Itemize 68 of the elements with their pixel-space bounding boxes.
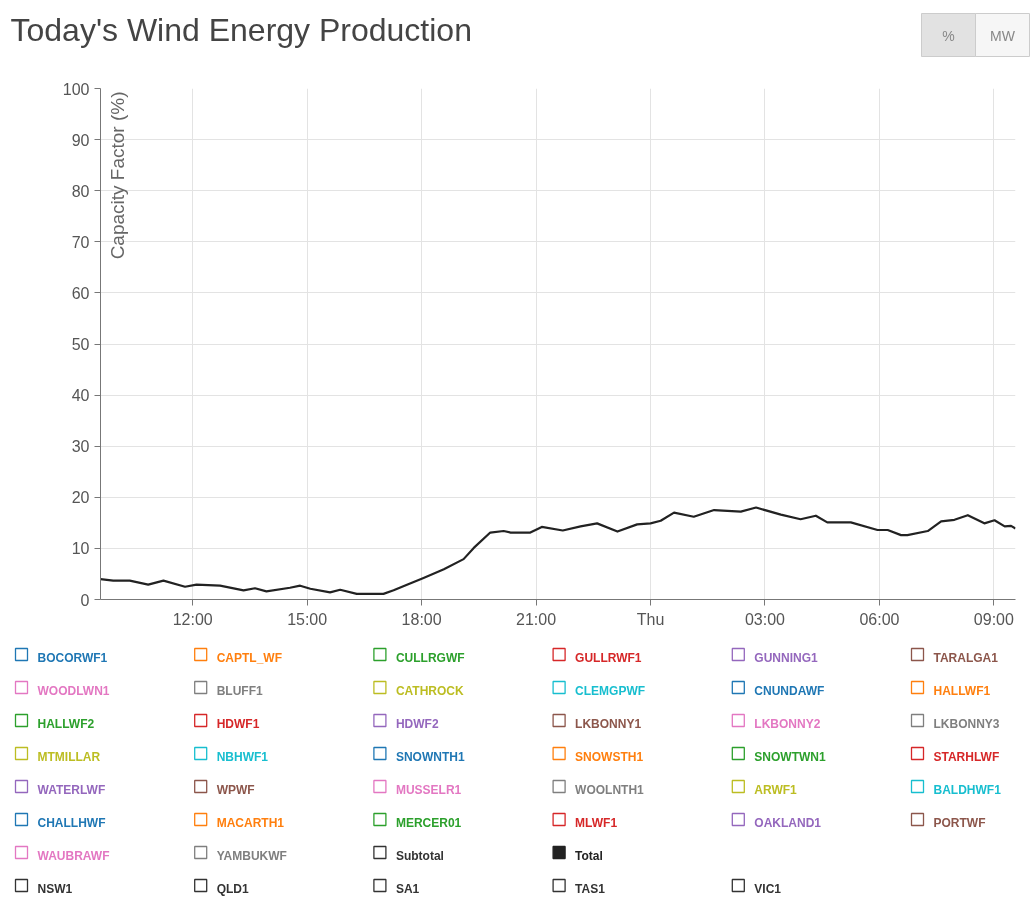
legend-label: CULLRGWF (395, 650, 465, 665)
x-tick-label: 21:00 (516, 610, 557, 628)
legend-label: CNUNDAWF (754, 683, 825, 698)
legend-label: STARHLWF (933, 749, 1000, 764)
legend-label: HALLWF1 (933, 683, 991, 698)
x-tick-label: 03:00 (744, 610, 786, 628)
y-tick-label: 20 (71, 489, 90, 507)
legend-label: HALLWF2 (37, 716, 95, 731)
legend-label: WAUBRAWF (37, 848, 110, 863)
legend-label: WATERLWF (37, 782, 106, 797)
legend-label: SNOWNTH1 (395, 749, 465, 764)
legend-label: WPWF (216, 782, 255, 797)
x-tick-label: 06:00 (859, 610, 900, 628)
legend-label: Total (575, 848, 603, 863)
legend-label: MTMILLAR (37, 749, 101, 764)
y-tick-label: 10 (71, 540, 90, 558)
text: % (942, 27, 955, 44)
x-tick-label: 15:00 (287, 610, 328, 628)
legend-label: LKBONNY2 (754, 716, 821, 731)
legend-label: GUNNING1 (754, 650, 818, 665)
legend-label: HDWF2 (395, 716, 439, 731)
legend-label: CLEMGPWF (575, 683, 646, 698)
legend-label: HDWF1 (216, 716, 260, 731)
legend-label: OAKLAND1 (754, 815, 822, 830)
legend-label: ARWF1 (754, 782, 798, 797)
y-tick-label: 80 (71, 182, 90, 200)
legend-label: LKBONNY3 (933, 716, 1000, 731)
chart-title: Today's Wind Energy Production (10, 11, 472, 48)
legend-label: MUSSELR1 (395, 782, 462, 797)
legend-label: NSW1 (37, 881, 73, 896)
y-tick-label: 60 (71, 284, 90, 302)
x-tick-label: 09:00 (973, 610, 1014, 628)
legend-label: VIC1 (754, 881, 782, 896)
y-tick-label: 30 (71, 438, 90, 456)
legend-label: CHALLHWF (37, 815, 106, 830)
y-tick-label: 0 (80, 591, 90, 609)
legend-label: WOODLWN1 (37, 683, 110, 698)
legend-label: QLD1 (216, 881, 250, 896)
text: MW (990, 27, 1016, 44)
y-tick-label: 70 (71, 233, 90, 251)
y-tick-label: 100 (62, 80, 90, 98)
legend-label: BLUFF1 (216, 683, 264, 698)
legend-label: PORTWF (933, 815, 986, 830)
legend-label: Subtotal (395, 848, 444, 863)
legend-label: BALDHWF1 (933, 782, 1002, 797)
legend-label: SNOWSTH1 (575, 749, 644, 764)
legend-label: WOOLNTH1 (575, 782, 645, 797)
legend-label: TARALGA1 (933, 650, 999, 665)
legend-label: LKBONNY1 (575, 716, 642, 731)
legend-label: NBHWF1 (216, 749, 269, 764)
legend-label: BOCORWF1 (37, 650, 108, 665)
y-tick-label: 50 (71, 336, 90, 353)
legend-label: YAMBUKWF (216, 848, 287, 863)
legend-label: SNOWTWN1 (754, 749, 826, 764)
x-tick-label: 18:00 (401, 610, 442, 628)
legend-label: CATHROCK (395, 683, 464, 698)
x-tick-label: Thu (636, 610, 665, 628)
legend-label: MACARTH1 (216, 815, 285, 830)
y-tick-label: 90 (71, 131, 90, 149)
legend-label: TAS1 (575, 881, 606, 896)
y-axis-title: Capacity Factor (%) (106, 91, 128, 260)
legend-label: SA1 (395, 881, 420, 896)
y-tick-label: 40 (71, 387, 90, 405)
legend-label: MLWF1 (575, 815, 618, 830)
legend-label: GULLRWF1 (575, 650, 642, 665)
legend-label: MERCER01 (395, 815, 462, 830)
x-tick-label: 12:00 (172, 610, 213, 628)
legend-label: CAPTL_WF (216, 650, 283, 665)
